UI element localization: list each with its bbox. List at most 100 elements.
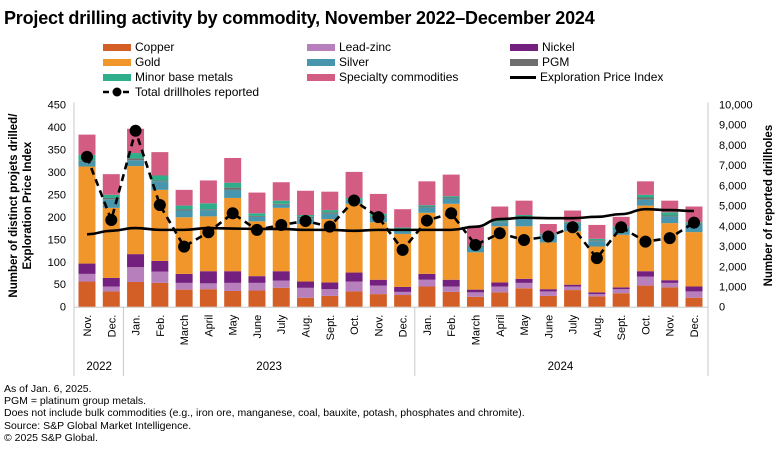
bar-segment-specialty bbox=[321, 191, 339, 211]
footnote-date: As of Jan. 6, 2025. bbox=[4, 383, 92, 395]
bar-segment-copper bbox=[321, 295, 339, 307]
bar-segment-specialty bbox=[199, 180, 217, 204]
bar-segment-silver bbox=[248, 216, 266, 222]
bar-segment-nickel bbox=[515, 278, 533, 283]
bar-segment-gold bbox=[442, 203, 460, 280]
drillholes-marker bbox=[348, 194, 361, 207]
bar-segment-specialty bbox=[297, 190, 315, 216]
bar-segment-nickel bbox=[418, 273, 436, 280]
bar-segment-copper bbox=[564, 290, 582, 307]
bar-segment-pgm bbox=[321, 212, 339, 214]
footnote-exclusions: Does not include bulk commodities (e.g.,… bbox=[4, 407, 525, 420]
bar-segment-copper bbox=[78, 281, 96, 307]
x-tick-label: Feb. bbox=[155, 315, 167, 337]
bar-segment-lead-zinc bbox=[442, 286, 460, 292]
legend-item-epi: Exploration Price Index bbox=[510, 70, 663, 84]
bar-segment-copper bbox=[224, 290, 242, 307]
bar-segment-specialty bbox=[418, 181, 436, 206]
bar-segment-specialty bbox=[588, 224, 606, 239]
y-tick-label: 400 bbox=[48, 122, 66, 134]
footnote-copyright: © 2025 S&P Global. bbox=[4, 431, 98, 444]
bar-segment-silver bbox=[321, 213, 339, 220]
bar-segment-silver bbox=[588, 241, 606, 247]
bar-segment-lead-zinc bbox=[78, 273, 96, 282]
bar-segment-gold bbox=[612, 234, 630, 288]
x-tick-label: Jan. bbox=[131, 315, 143, 336]
legend-label: Lead-zinc bbox=[339, 40, 392, 54]
year-label: 2022 bbox=[86, 361, 112, 373]
bar-segment-gold bbox=[297, 224, 315, 282]
bar-segment-minor-base bbox=[321, 210, 339, 213]
bar-segment-specialty bbox=[369, 193, 387, 214]
bar-segment-nickel bbox=[636, 271, 654, 277]
bar-segment-copper bbox=[102, 291, 120, 307]
drillholes-marker bbox=[226, 207, 239, 220]
bar-segment-minor-base bbox=[442, 196, 460, 198]
bar-segment-copper bbox=[248, 290, 266, 307]
bar-segment-lead-zinc bbox=[612, 289, 630, 294]
bar-segment-minor-base bbox=[224, 182, 242, 188]
bar-segment-gold bbox=[248, 221, 266, 277]
bar-segment-nickel bbox=[102, 277, 120, 287]
x-tick-label: Oct. bbox=[349, 315, 361, 335]
legend-item-specialty: Specialty commodities bbox=[307, 70, 458, 84]
x-tick-label: May bbox=[519, 314, 531, 335]
bar-segment-gold bbox=[369, 222, 387, 280]
y2-tick-label: 3,000 bbox=[719, 241, 747, 253]
bar-segment-specialty bbox=[78, 134, 96, 155]
bar-segment-copper bbox=[418, 286, 436, 307]
legend-label: Gold bbox=[135, 55, 161, 69]
bar-segment-lead-zinc bbox=[175, 282, 193, 290]
bar-segment-minor-base bbox=[127, 153, 145, 159]
bar-segment-copper bbox=[466, 296, 484, 307]
legend-item-copper: Copper bbox=[103, 40, 174, 54]
footnote-source: Source: S&P Global Market Intelligence. bbox=[4, 419, 192, 432]
bar-segment-silver bbox=[127, 160, 145, 167]
bar-segment-lead-zinc bbox=[661, 282, 679, 288]
y2-tick-label: 0 bbox=[719, 302, 725, 314]
x-tick-label: July bbox=[568, 314, 580, 334]
bar-segment-pgm bbox=[661, 215, 679, 217]
bar-segment-copper bbox=[636, 285, 654, 307]
bar-segment-nickel bbox=[588, 292, 606, 295]
exploration-price-index-line bbox=[86, 207, 695, 236]
bar-segment-nickel bbox=[345, 272, 363, 282]
legend-label: Copper bbox=[135, 40, 175, 54]
legend-item-silver: Silver bbox=[307, 55, 369, 69]
bar-segment-nickel bbox=[297, 281, 315, 288]
bar-segment-minor-base bbox=[248, 213, 266, 216]
drillholes-marker bbox=[250, 223, 263, 236]
y-tick-label: 100 bbox=[48, 257, 66, 269]
bar-segment-specialty bbox=[564, 210, 582, 222]
x-tick-label: Dec. bbox=[398, 315, 410, 338]
bar-segment-lead-zinc bbox=[321, 289, 339, 296]
x-tick-label: Feb. bbox=[446, 315, 458, 337]
bar-segment-gold bbox=[102, 207, 120, 278]
legend-swatch-icon bbox=[307, 43, 335, 51]
legend-item-nickel: Nickel bbox=[510, 40, 575, 54]
bar-segment-minor-base bbox=[588, 238, 606, 241]
bar-segment-gold bbox=[661, 223, 679, 281]
y2-tick-label: 7,000 bbox=[719, 160, 747, 172]
x-tick-label: April bbox=[495, 315, 507, 337]
legend: Copper Lead-zinc Nickel Gold Silver PGM Minor … bbox=[0, 40, 780, 100]
bar-segment-nickel bbox=[539, 289, 557, 292]
y-axis-title-line2: Exploration Price Index bbox=[22, 141, 34, 269]
bar-segment-copper bbox=[127, 281, 145, 307]
legend-swatch-icon bbox=[307, 73, 335, 81]
bar-segment-minor-base bbox=[636, 194, 654, 198]
bar-segment-copper bbox=[297, 297, 315, 307]
bar-segment-minor-base bbox=[394, 227, 412, 229]
y2-tick-label: 9,000 bbox=[719, 120, 747, 132]
drillholes-marker bbox=[275, 219, 288, 232]
bar-segment-pgm bbox=[418, 206, 436, 208]
drillholes-marker bbox=[81, 150, 93, 163]
y2-tick-label: 2,000 bbox=[719, 261, 747, 273]
legend-item-gold: Gold bbox=[103, 55, 160, 69]
x-tick-label: June bbox=[543, 315, 555, 339]
bar-segment-minor-base bbox=[661, 212, 679, 216]
chart: 0 50 100 150 200 250 300 350 400 450 0 1,000 2,000 3,… bbox=[8, 100, 775, 376]
year-label: 2023 bbox=[256, 361, 282, 373]
bar-segment-specialty bbox=[539, 224, 557, 234]
bar-segment-lead-zinc bbox=[297, 287, 315, 298]
